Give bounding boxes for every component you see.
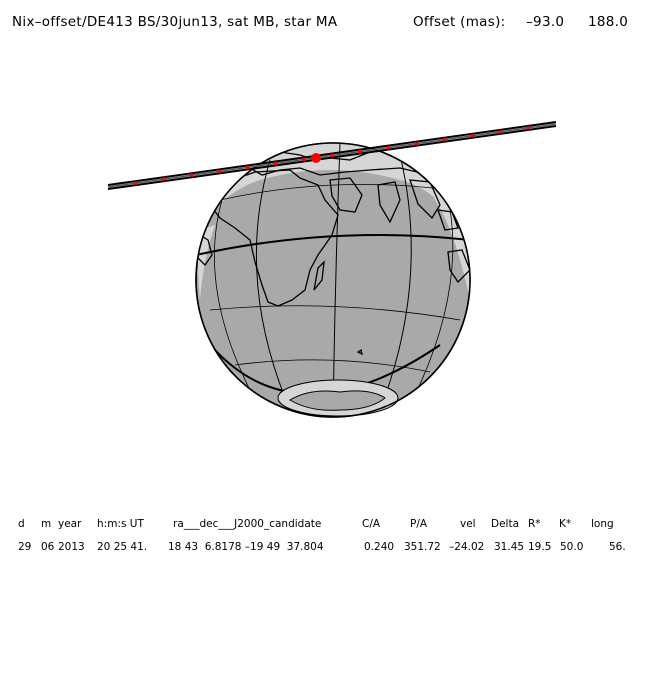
cell-long: 56. — [609, 541, 626, 553]
graticule-parallel — [234, 359, 431, 373]
path-time-marker — [442, 138, 446, 142]
madagascar-coast — [313, 260, 325, 291]
graticule-meridian — [255, 159, 291, 411]
col-header-month: m — [41, 518, 52, 530]
col-header-ca: C/A — [362, 518, 381, 530]
path-time-marker — [414, 141, 418, 146]
path-time-marker — [246, 165, 250, 170]
cell-day: 29 — [18, 541, 32, 553]
graticule-meridian — [214, 189, 251, 391]
cell-month: 06 — [41, 541, 55, 553]
cell-year: 2013 — [58, 541, 85, 553]
path-time-marker — [218, 169, 222, 174]
offset-label: Offset (mas): — [413, 14, 506, 30]
cell-delta: 31.45 — [494, 541, 525, 553]
cell-pa: 351.72 — [404, 541, 441, 553]
path-time-marker — [358, 149, 362, 154]
path-time-marker — [526, 126, 530, 130]
col-header-kstar: K* — [559, 518, 572, 530]
path-time-marker — [386, 145, 390, 150]
path-time-marker — [134, 181, 138, 185]
cell-vel: –24.02 — [449, 541, 485, 553]
plot-header: Nix–offset/DE413 BS/30jun13, sat MB, sta… — [0, 14, 645, 34]
cell-radec: 18 43 6.8178 –19 49 37.804 — [168, 541, 324, 553]
col-header-rstar: R* — [528, 518, 541, 530]
shadow-path-edge-north — [107, 121, 557, 186]
cell-kstar: 50.0 — [560, 541, 584, 553]
path-markers — [134, 126, 530, 185]
graticule-parallel — [209, 305, 461, 321]
globe-outline — [195, 142, 471, 418]
graticule-meridian — [379, 154, 412, 411]
path-time-marker — [274, 161, 278, 166]
col-header-delta: Delta — [491, 518, 520, 530]
path-time-marker — [302, 157, 306, 162]
col-header-day: d — [18, 518, 25, 530]
africa-coast — [209, 169, 339, 307]
path-time-marker — [330, 153, 334, 158]
se-asia-coast — [409, 179, 441, 220]
cell-time: 20 25 41. — [97, 541, 148, 553]
india-coast — [377, 181, 401, 224]
equator — [196, 234, 470, 256]
arabia-coast — [329, 177, 363, 213]
path-time-marker — [498, 130, 502, 134]
occultation-plot: { "header": { "title": "Nix\u2013offset/… — [0, 14, 645, 557]
closest-approach-marker — [311, 153, 321, 163]
globe-diagram — [107, 121, 557, 418]
col-header-vel: vel — [460, 518, 476, 530]
graticule-parallel — [219, 183, 451, 201]
col-header-time: h:m:s UT — [97, 518, 144, 530]
cell-rstar: 19.5 — [528, 541, 552, 553]
path-time-marker — [470, 134, 474, 138]
col-header-year: year — [58, 518, 82, 530]
australia-coast — [447, 249, 470, 284]
path-time-marker — [162, 177, 166, 181]
plot-title: Nix–offset/DE413 BS/30jun13, sat MB, sta… — [12, 14, 338, 30]
offset-dec-value: 188.0 — [588, 14, 629, 30]
offset-ra-value: –93.0 — [526, 14, 565, 30]
table-data-row: 29 06 2013 20 25 41. 18 43 6.8178 –19 49… — [0, 541, 645, 557]
shadow-path-edge-south — [107, 125, 557, 190]
table-header-row: d m year h:m:s UT ra___dec___J2000_candi… — [0, 518, 645, 534]
col-header-pa: P/A — [410, 518, 428, 530]
cell-ca: 0.240 — [364, 541, 395, 553]
col-header-radec: ra___dec___J2000_candidate — [173, 518, 322, 530]
col-header-long: long — [591, 518, 614, 530]
path-time-marker — [190, 173, 194, 177]
